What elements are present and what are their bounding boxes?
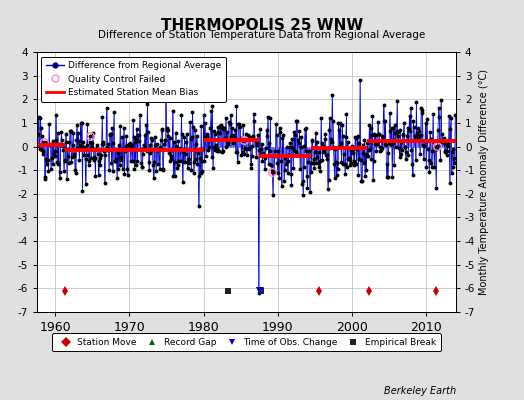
Legend: Station Move, Record Gap, Time of Obs. Change, Empirical Break: Station Move, Record Gap, Time of Obs. C… <box>52 334 441 352</box>
Text: Berkeley Earth: Berkeley Earth <box>384 386 456 396</box>
Text: THERMOPOLIS 25 WNW: THERMOPOLIS 25 WNW <box>161 18 363 33</box>
Text: Difference of Station Temperature Data from Regional Average: Difference of Station Temperature Data f… <box>99 30 425 40</box>
Legend: Difference from Regional Average, Quality Control Failed, Estimated Station Mean: Difference from Regional Average, Qualit… <box>41 56 226 102</box>
Y-axis label: Monthly Temperature Anomaly Difference (°C): Monthly Temperature Anomaly Difference (… <box>479 69 489 295</box>
